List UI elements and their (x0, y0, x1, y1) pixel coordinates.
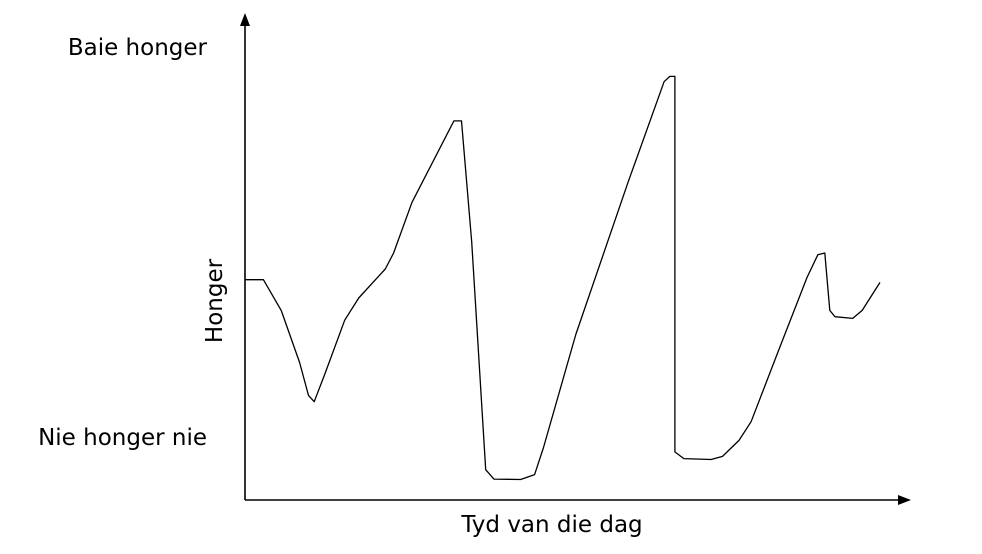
x-axis-arrow (898, 495, 911, 505)
y-axis-arrow (240, 13, 250, 26)
y-tick-label-bottom: Nie honger nie (38, 425, 207, 451)
series-layer (245, 75, 881, 481)
y-axis-label: Honger (202, 258, 228, 343)
series-line-0 (245, 75, 881, 481)
x-axis-label: Tyd van die dag (460, 512, 642, 538)
y-tick-label-top: Baie honger (68, 35, 208, 61)
